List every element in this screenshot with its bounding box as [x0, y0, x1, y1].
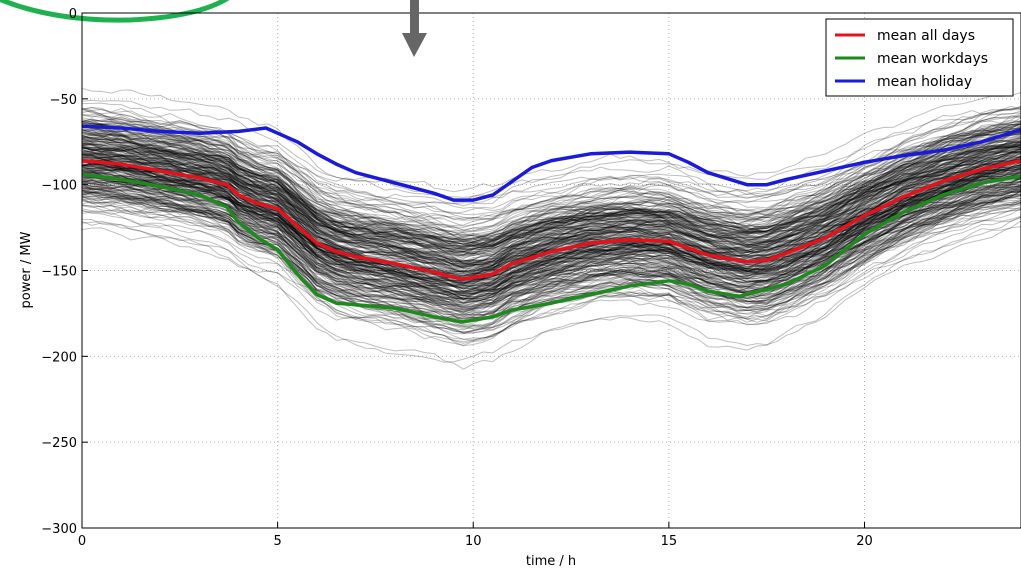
x-tick-label: 20 — [856, 534, 873, 549]
y-tick-label: −50 — [50, 93, 77, 108]
x-tick-label: 5 — [273, 534, 281, 549]
x-tick-label: 0 — [78, 534, 86, 549]
y-tick-label: −250 — [41, 436, 77, 451]
y-tick-label: −300 — [41, 522, 77, 537]
x-tick-label: 15 — [661, 534, 678, 549]
legend-label-holiday: mean holiday — [877, 74, 972, 90]
y-tick-label: −150 — [41, 265, 77, 280]
legend-label-workdays: mean workdays — [877, 51, 988, 67]
callout-ellipse — [0, 0, 240, 20]
legend: mean all days mean workdays mean holiday — [826, 19, 1013, 96]
y-axis-ticks: 0 −50 −100 −150 −200 −250 −300 — [41, 7, 88, 537]
annotation-arrow — [402, 0, 427, 57]
y-tick-label: −100 — [41, 179, 77, 194]
y-tick-label: −200 — [41, 350, 77, 365]
y-tick-label: 0 — [69, 7, 77, 22]
y-axis-label: power / MW — [19, 231, 34, 308]
x-axis-label: time / h — [526, 554, 576, 569]
x-axis-ticks: 0 5 10 15 20 — [78, 522, 873, 549]
x-tick-label: 10 — [465, 534, 482, 549]
legend-label-all-days: mean all days — [877, 28, 975, 44]
